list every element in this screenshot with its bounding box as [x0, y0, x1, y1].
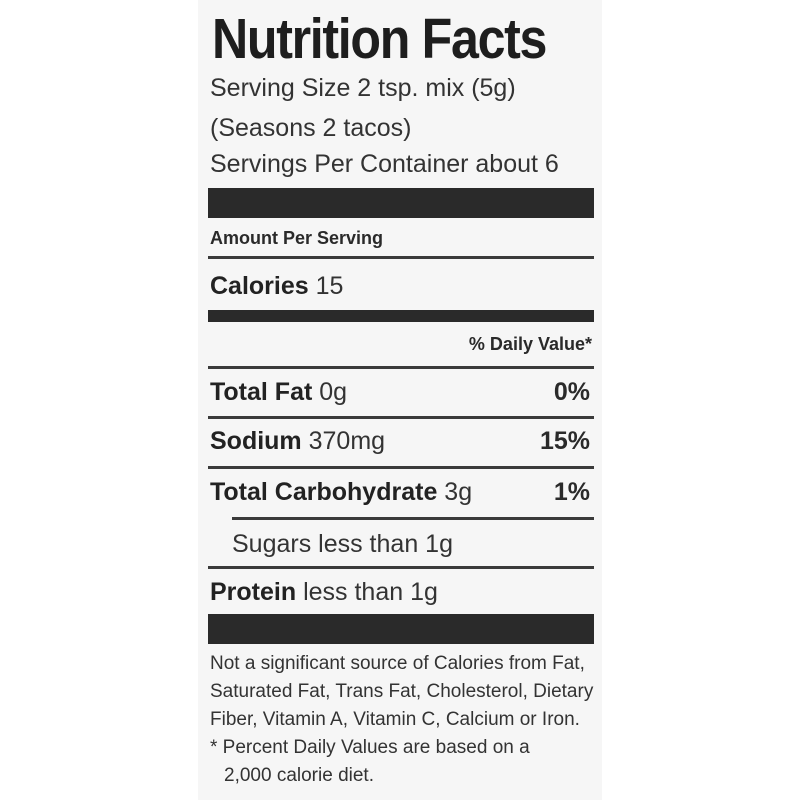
protein-label: Protein — [210, 578, 297, 606]
divider — [208, 566, 594, 569]
nutrient-row-total-fat: Total Fat 0g — [210, 378, 347, 407]
nutrition-label — [198, 0, 602, 800]
calories-label: Calories — [210, 272, 309, 300]
nutrient-label: Sodium — [210, 427, 302, 455]
amount-per-serving: Amount Per Serving — [210, 228, 384, 248]
nutrient-amount: 370mg — [308, 427, 386, 455]
serving-size: Serving Size 2 tsp. mix (5g) — [210, 74, 516, 102]
sugars-row: Sugars less than 1g — [232, 530, 453, 558]
nutrient-label: Total Fat — [210, 378, 313, 406]
nutrient-amount: 3g — [444, 478, 473, 506]
nutrient-dv: 0% — [553, 378, 590, 406]
nutrient-row-total-carbohydrate: Total Carbohydrate 3g — [210, 478, 472, 507]
divider — [208, 466, 594, 469]
serving-note: (Seasons 2 tacos) — [210, 114, 412, 142]
thick-divider-top — [208, 188, 594, 218]
protein-amount: less than 1g — [303, 578, 438, 606]
nutrient-row-sodium: Sodium 370mg — [210, 427, 385, 456]
footnote-line: Not a significant source of Calories fro… — [210, 653, 585, 674]
divider — [208, 366, 594, 369]
footnote-line: 2,000 calorie diet. — [224, 765, 374, 786]
divider-indented — [232, 517, 594, 520]
calories-value: 15 — [315, 272, 344, 300]
nutrient-dv: 1% — [553, 478, 590, 506]
thick-divider-bottom — [208, 614, 594, 644]
footnote-line: * Percent Daily Values are based on a — [210, 737, 530, 758]
nutrient-label: Total Carbohydrate — [210, 478, 438, 506]
daily-value-header: % Daily Value* — [468, 334, 592, 354]
protein-row: Protein less than 1g — [210, 578, 438, 607]
nutrient-dv: 15% — [539, 427, 590, 455]
divider — [208, 416, 594, 419]
divider — [208, 256, 594, 259]
footnote: Not a significant source of Calories fro… — [210, 650, 593, 790]
medium-divider — [208, 310, 594, 322]
calories-row: Calories 15 — [210, 272, 343, 301]
nutrient-amount: 0g — [319, 378, 348, 406]
label-title: Nutrition Facts — [212, 7, 547, 71]
servings-per-container: Servings Per Container about 6 — [210, 150, 559, 178]
footnote-line: Saturated Fat, Trans Fat, Cholesterol, D… — [210, 681, 594, 702]
footnote-line: Fiber, Vitamin A, Vitamin C, Calcium or … — [210, 709, 580, 730]
